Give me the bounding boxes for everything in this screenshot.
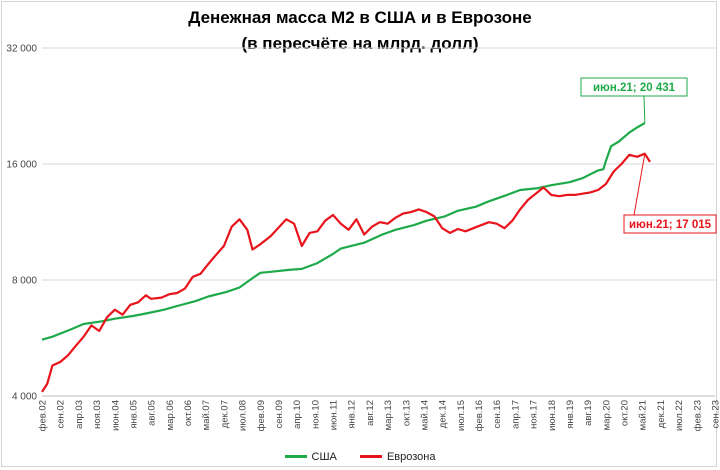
- series-line-eurozone: [41, 152, 651, 393]
- x-tick-label: сен.09: [274, 400, 285, 429]
- x-tick-label: мар.20: [601, 400, 612, 430]
- x-tick-label: май.07: [201, 400, 212, 430]
- annotation-eurozone-label: июн.21; 17 015: [629, 219, 712, 231]
- y-tick-label: 32 000: [6, 44, 37, 55]
- x-tick-label: дек.21: [656, 400, 667, 428]
- legend-swatch-eurozone: [359, 455, 382, 458]
- x-tick-label: авг.19: [583, 400, 594, 426]
- annotation-leader: [633, 153, 646, 216]
- x-tick-label: июл.22: [674, 400, 685, 431]
- x-tick-label: мар.13: [383, 400, 394, 430]
- x-tick-label: фев.09: [256, 400, 267, 431]
- x-tick-label: окт.06: [183, 400, 194, 426]
- x-tick-label: ноя.10: [310, 400, 321, 429]
- x-tick-label: сен.16: [492, 400, 503, 429]
- x-tick-label: июн.04: [110, 400, 121, 431]
- x-tick-label: окт.20: [620, 400, 631, 426]
- x-tick-label: ноя.17: [529, 400, 540, 429]
- x-tick-label: апр.03: [74, 400, 85, 429]
- x-tick-label: мар.06: [165, 400, 176, 430]
- x-tick-label: дек.07: [219, 400, 230, 428]
- x-tick-label: июл.15: [456, 400, 467, 431]
- series-line-us: [41, 122, 646, 341]
- x-tick-label: апр.17: [510, 400, 521, 429]
- x-tick-label: ноя.03: [92, 400, 103, 429]
- x-tick-label: фев.02: [38, 400, 49, 431]
- x-tick-label: окт.13: [401, 400, 412, 426]
- x-tick-label: сен.02: [56, 400, 67, 429]
- x-tick-label: фев.16: [474, 400, 485, 431]
- x-tick-label: июл.08: [238, 400, 249, 431]
- x-tick-label: янв.05: [128, 400, 139, 429]
- legend-item-us: США: [284, 450, 337, 463]
- chart-legend: США Еврозона: [0, 449, 720, 463]
- x-tick-label: июн.11: [329, 400, 340, 430]
- y-tick-label: 4 000: [12, 392, 37, 403]
- x-tick-label: янв.12: [347, 400, 358, 429]
- annotation-us-label: июн.21; 20 431: [593, 82, 676, 94]
- x-tick-label: июн.18: [547, 400, 558, 431]
- chart-title: Денежная масса М2 в США и в Еврозоне: [188, 8, 532, 27]
- x-tick-label: авг.05: [147, 400, 158, 426]
- legend-item-eurozone: Еврозона: [359, 450, 436, 463]
- x-tick-label: апр.10: [292, 400, 303, 429]
- x-tick-label: янв.19: [565, 400, 576, 429]
- annotation-box: [623, 214, 717, 234]
- y-tick-label: 8 000: [12, 276, 37, 287]
- x-tick-label: авг.12: [365, 400, 376, 426]
- x-tick-label: май.21: [638, 400, 649, 430]
- x-tick-label: дек.14: [438, 400, 449, 428]
- legend-label-us: США: [311, 450, 337, 463]
- x-tick-label: сен.23: [711, 400, 720, 429]
- annotation-box: [580, 77, 688, 97]
- legend-swatch-us: [284, 455, 307, 458]
- x-tick-label: фев.23: [692, 400, 703, 431]
- x-tick-label: май.14: [419, 400, 430, 430]
- annotation-leader: [643, 95, 646, 124]
- legend-label-eurozone: Еврозона: [386, 450, 436, 463]
- y-tick-label: 16 000: [6, 160, 37, 171]
